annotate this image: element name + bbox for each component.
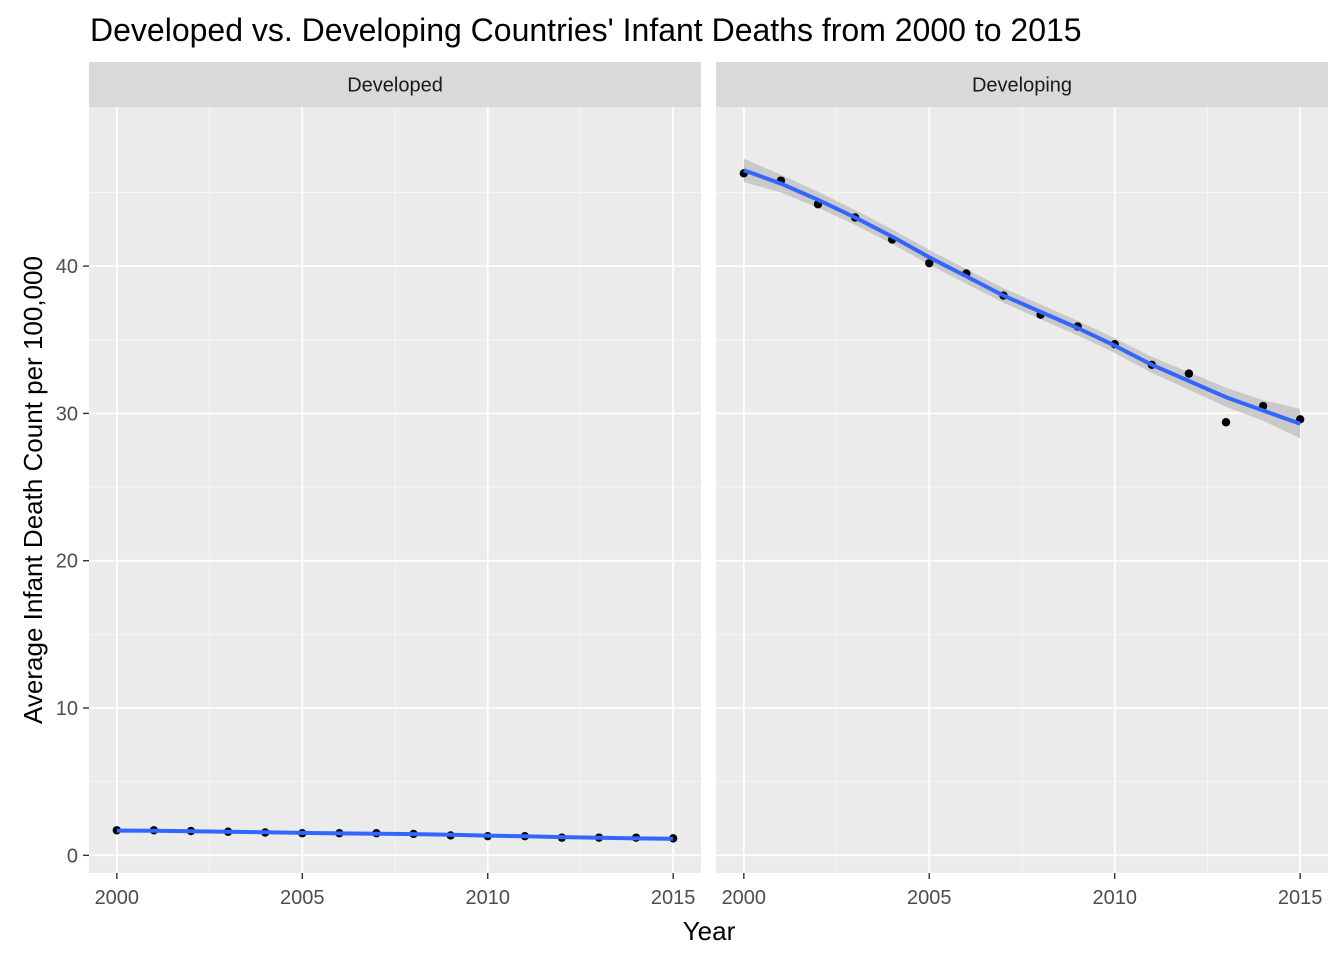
x-tick-label: 2015 [651, 887, 696, 909]
x-axis-title: Year [683, 916, 736, 946]
y-tick-label: 20 [56, 551, 78, 573]
x-tick-label: 2015 [1278, 887, 1323, 909]
x-tick-label: 2000 [95, 887, 140, 909]
x-tick-label: 2000 [722, 887, 767, 909]
data-point [925, 258, 934, 268]
x-tick-label: 2010 [1092, 887, 1137, 909]
data-point [1184, 369, 1194, 378]
y-tick-label: 10 [56, 698, 78, 720]
y-tick-label: 40 [56, 256, 78, 278]
x-tick-label: 2005 [280, 887, 325, 909]
x-tick-label: 2010 [465, 887, 510, 909]
facet-panel-developed: Developed 2000 2005 2010 2015 [89, 62, 701, 909]
facet-strip-label: Developed [347, 75, 443, 97]
y-tick-label: 30 [56, 403, 78, 425]
smooth-line [743, 168, 1301, 426]
chart-title: Developed vs. Developing Countries' Infa… [90, 12, 1082, 48]
facet-strip [716, 62, 1328, 107]
facet-panel-developing: Developing 2000 2005 2010 2015 [716, 62, 1328, 909]
y-tick-label: 0 [67, 845, 78, 867]
facet-strip [89, 62, 701, 107]
smooth-line [116, 828, 674, 841]
y-axis-title: Average Infant Death Count per 100,000 [18, 256, 48, 724]
x-tick-label: 2005 [907, 887, 952, 909]
facet-strip-label: Developing [972, 75, 1072, 97]
data-point [1221, 418, 1231, 427]
